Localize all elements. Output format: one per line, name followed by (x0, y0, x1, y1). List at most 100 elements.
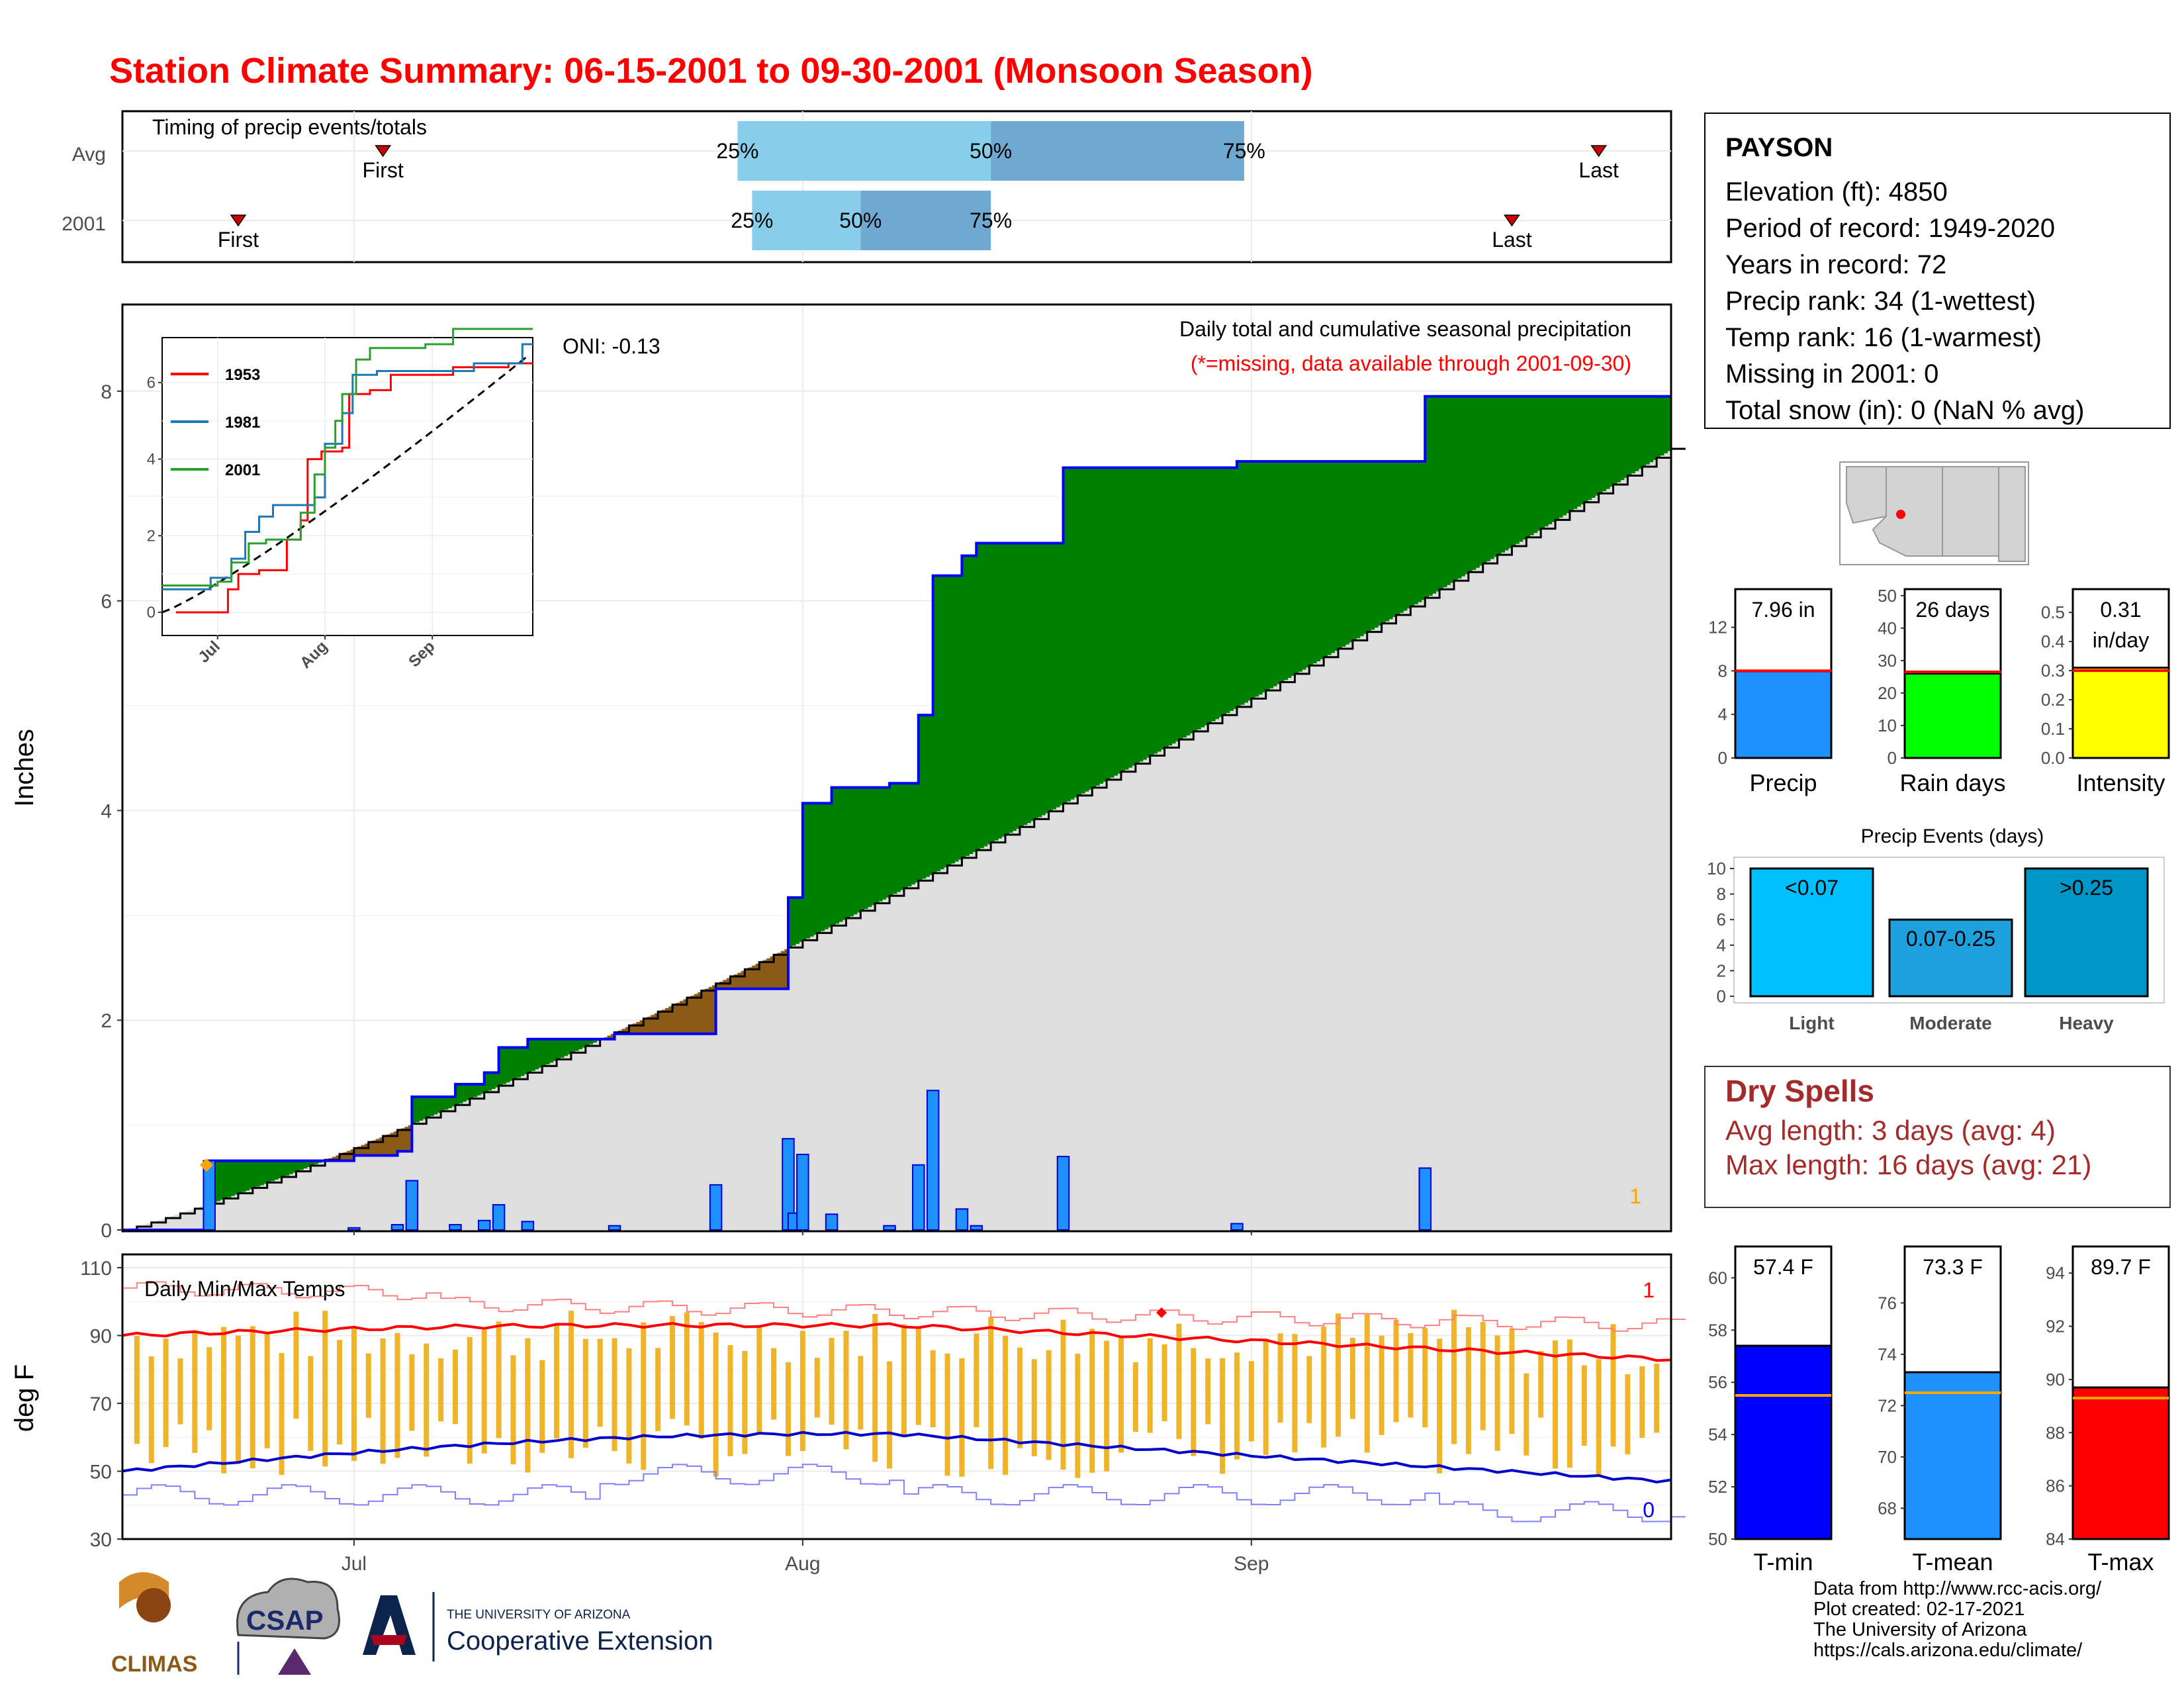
intensity-gauge-tick-label: 0.3 (2041, 661, 2065, 680)
tmean-gauge-label: T-mean (1912, 1548, 1993, 1575)
daily-temp-range-bar (250, 1326, 255, 1469)
temp-frame (121, 1253, 1672, 1540)
daily-temp-range-bar (829, 1338, 835, 1425)
timing-marker-icon (1504, 214, 1520, 227)
daily-temp-range-bar (163, 1338, 169, 1448)
daily-temp-range-bar (1349, 1337, 1355, 1419)
precip-gauge-tick-label: 12 (1708, 618, 1727, 637)
intensity-gauge-tick-label: 0.5 (2041, 602, 2065, 622)
timing-percentile-label: 25% (731, 209, 773, 232)
precip-y-tick-label: 4 (101, 800, 112, 822)
daily-temp-range-bar (1132, 1362, 1138, 1432)
intensity-gauge-value-label: 0.31 (2100, 598, 2141, 622)
daily-temp-range-bar (872, 1314, 878, 1462)
daily-temp-range-bar (1003, 1335, 1009, 1475)
inset-y-tick-label: 2 (147, 527, 156, 545)
tmax-gauge-tick-label: 90 (2046, 1370, 2065, 1389)
daily-temp-range-bar (655, 1348, 661, 1432)
daily-precip-bar (883, 1225, 896, 1231)
tmin-gauge-value-label: 57.4 F (1753, 1255, 1813, 1279)
daily-temp-range-bar (756, 1325, 762, 1433)
daily-temp-range-bar (959, 1358, 965, 1477)
credit-line-1: Data from http://www.rcc-acis.org/ (1813, 1578, 2102, 1599)
raindays-gauge-tick-label: 30 (1878, 651, 1897, 671)
daily-temp-range-bar (1089, 1329, 1095, 1473)
raindays-gauge-tick-label: 40 (1878, 618, 1897, 638)
ua-line-1: THE UNIVERSITY OF ARIZONA (447, 1608, 631, 1622)
timing-row-label-avg: Avg (72, 144, 106, 165)
daily-temp-range-bar (785, 1362, 791, 1456)
credit-line-2: Plot created: 02-17-2021 (1813, 1599, 2025, 1620)
precip-gauge-tick-label: 4 (1718, 704, 1727, 724)
daily-temp-range-bar (670, 1316, 676, 1419)
daily-temp-range-bar (1234, 1352, 1240, 1460)
tmax-gauge-tick-label: 94 (2046, 1263, 2065, 1283)
daily-temp-range-bar (1191, 1348, 1197, 1456)
tmean-gauge: 73.3 F 68 70 72 74 76 T-mean (1878, 1245, 2002, 1575)
daily-temp-range-bar (177, 1358, 183, 1425)
daily-temp-range-bar (1379, 1335, 1385, 1435)
credit-line-3: The University of Arizona (1813, 1619, 2027, 1640)
daily-temp-range-bar (1220, 1358, 1226, 1474)
timing-quartile-lower (752, 191, 861, 250)
daily-temp-range-bar (221, 1327, 227, 1474)
daily-precip-bar (912, 1164, 925, 1231)
inset-y-tick-label: 0 (147, 604, 156, 622)
daily-temp-range-bar (539, 1360, 545, 1453)
daily-temp-range-bar (582, 1338, 588, 1448)
precip-gauge-value-label: 7.96 in (1751, 598, 1815, 622)
daily-temp-range-bar (235, 1335, 241, 1464)
timing-marker-icon (1590, 145, 1608, 158)
daily-temp-range-bar (713, 1333, 719, 1477)
credits: Data from http://www.rcc-acis.org/ Plot … (1813, 1579, 2101, 1661)
daily-temp-range-bar (1118, 1336, 1124, 1453)
temp-title: Daily Min/Max Temps (144, 1277, 345, 1301)
dry-spells-max: Max length: 16 days (avg: 21) (1725, 1149, 2092, 1180)
daily-temp-range-bar (843, 1331, 849, 1450)
tmean-gauge-tick-label: 70 (1878, 1447, 1897, 1467)
events-tick-label: 4 (1717, 935, 1726, 955)
above-average-area (209, 396, 1672, 1204)
daily-temp-range-bar (1538, 1350, 1544, 1418)
daily-temp-range-bar (698, 1322, 704, 1439)
station-name: PAYSON (1725, 133, 1833, 162)
daily-precip-bar (955, 1208, 969, 1231)
daily-precip-bar (390, 1224, 404, 1231)
precip-annotation: Daily total and cumulative seasonal prec… (1179, 317, 1631, 341)
intensity-gauge-tick-label: 0.1 (2041, 719, 2065, 739)
daily-precip-bar (492, 1203, 506, 1231)
logos: CLIMAS CSAP THE UNIVERSITY OF ARIZONA Co… (111, 1572, 713, 1677)
climas-logo: CLIMAS (111, 1572, 197, 1677)
intensity-gauge-tick-label: 0.0 (2041, 748, 2065, 768)
record-min-line (122, 1464, 1686, 1523)
daily-temp-range-bar (1017, 1347, 1023, 1448)
daily-precip-bar (825, 1213, 839, 1231)
tmean-gauge-value-label: 73.3 F (1923, 1255, 1983, 1279)
daily-temp-range-bar (496, 1321, 502, 1438)
tmax-gauge-label: T-max (2087, 1548, 2154, 1575)
events-tick-label: 10 (1707, 859, 1726, 878)
events-category-label: Moderate (1909, 1013, 1991, 1033)
daily-temp-range-bar (264, 1332, 270, 1448)
precip-y-tick-label: 2 (101, 1010, 112, 1032)
tmin-gauge: 57.4 F 50 52 54 56 58 60 T-min (1708, 1245, 1833, 1575)
station-location-dot (1896, 510, 1905, 519)
temp-y-tick-label: 30 (90, 1529, 112, 1551)
legend-label-1953: 1953 (225, 366, 260, 384)
daily-precip-bar (608, 1225, 621, 1231)
temp-y-tick-label: 70 (90, 1393, 112, 1415)
daily-temp-range-bar (293, 1311, 299, 1419)
max-daily-marker (200, 1158, 213, 1172)
station-elevation: Elevation (ft): 4850 (1725, 177, 1948, 207)
events-tick-label: 8 (1717, 884, 1726, 904)
daily-temp-range-bar (1075, 1354, 1081, 1478)
intensity-gauge: 0.31 in/day 0.0 0.1 0.2 0.3 0.4 0.5 Intensity (2041, 588, 2170, 796)
daily-temp-range-bar (814, 1358, 820, 1418)
precip-gauge-label: Precip (1749, 769, 1817, 796)
map-state-new-mexico (1942, 466, 1999, 557)
daily-temp-range-bar (438, 1358, 444, 1422)
csap-logo-text: CSAP (246, 1605, 324, 1636)
tmin-gauge-tick-label: 56 (1708, 1372, 1727, 1392)
temp-x-tick-label: Jul (341, 1553, 367, 1575)
temp-y-tick-label: 110 (80, 1258, 112, 1280)
